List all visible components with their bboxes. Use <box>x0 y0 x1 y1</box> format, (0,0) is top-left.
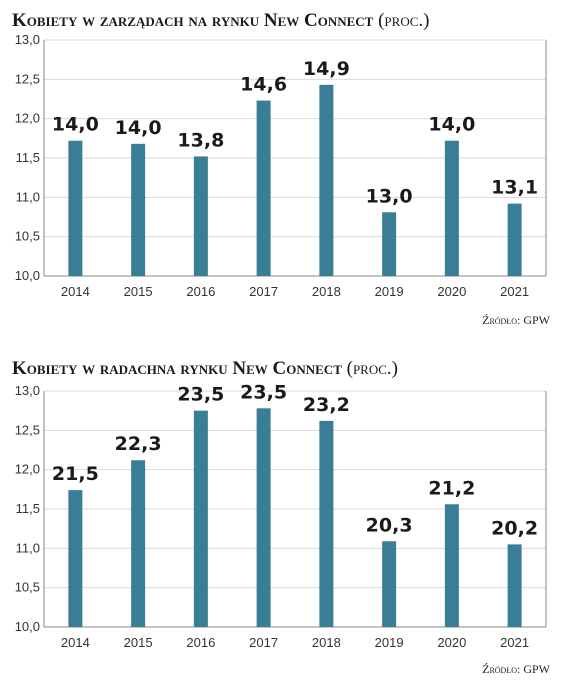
chart-title-unit: (proc.) <box>346 358 398 379</box>
x-tick-label: 2016 <box>186 635 215 650</box>
bar <box>507 544 522 627</box>
data-label: 20,2 <box>491 517 538 539</box>
x-tick-label: 2014 <box>61 635 90 650</box>
data-label: 14,6 <box>240 74 287 96</box>
y-tick-label: 12,0 <box>15 111 40 126</box>
y-tick-label: 10,0 <box>15 619 40 634</box>
x-tick-label: 2015 <box>124 284 153 299</box>
chart-title-text: Kobiety w zarządach na rynku New Connect <box>12 10 374 31</box>
y-tick-label: 11,5 <box>16 150 40 165</box>
bar <box>193 156 208 276</box>
y-tick-label: 13,0 <box>15 32 40 47</box>
y-tick-label: 11,5 <box>16 501 40 516</box>
data-label: 23,5 <box>240 381 287 403</box>
x-tick-label: 2019 <box>375 284 404 299</box>
bar <box>319 84 334 276</box>
data-label: 14,0 <box>115 117 162 139</box>
bar <box>444 504 459 627</box>
chart-title: Kobiety w radachna rynku New Connect (pr… <box>12 358 398 380</box>
x-tick-label: 2020 <box>437 284 466 299</box>
bar <box>382 212 397 276</box>
bar <box>68 490 83 627</box>
y-tick-label: 12,5 <box>15 71 40 86</box>
chart-title-text: Kobiety w radachna rynku New Connect <box>12 358 342 379</box>
chart-title-unit: (proc.) <box>378 10 430 31</box>
data-label: 13,0 <box>366 185 413 207</box>
chart-title: Kobiety w zarządach na rynku New Connect… <box>12 10 429 32</box>
x-tick-label: 2017 <box>249 635 278 650</box>
bar-chart-boards: 13,0 12,5 12,0 11,5 11,0 10,5 10,0 14,0 2014 14,0… <box>15 32 547 299</box>
y-tick-label: 10,0 <box>15 268 40 283</box>
source-note: Źródło: GPW <box>482 313 550 327</box>
y-tick-label: 12,5 <box>15 422 40 437</box>
x-tick-label: 2019 <box>375 635 404 650</box>
bar <box>256 100 271 276</box>
x-tick-label: 2016 <box>186 284 215 299</box>
bar <box>444 140 459 276</box>
data-label: 14,9 <box>303 58 350 80</box>
x-tick-label: 2018 <box>312 635 341 650</box>
data-label: 14,0 <box>428 114 475 136</box>
data-label: 23,2 <box>303 394 350 416</box>
y-tick-label: 12,0 <box>15 462 40 477</box>
bar <box>68 140 83 276</box>
data-label: 14,0 <box>52 114 99 136</box>
bar <box>507 203 522 276</box>
x-tick-label: 2021 <box>500 635 529 650</box>
bar <box>131 143 146 276</box>
source-note: Źródło: GPW <box>482 662 550 676</box>
bar-chart-councils: 13,0 12,5 12,0 11,5 11,0 10,5 10,0 21,5 2014 22,3… <box>15 381 547 650</box>
data-label: 21,5 <box>52 463 99 485</box>
bar <box>193 410 208 627</box>
y-tick-label: 10,5 <box>15 580 40 595</box>
data-label: 13,8 <box>177 129 224 151</box>
x-tick-label: 2017 <box>249 284 278 299</box>
x-tick-label: 2020 <box>437 635 466 650</box>
bar <box>382 541 397 627</box>
bar <box>256 408 271 627</box>
x-tick-label: 2015 <box>124 635 153 650</box>
y-tick-label: 11,0 <box>16 540 40 555</box>
x-tick-label: 2014 <box>61 284 90 299</box>
y-tick-label: 10,5 <box>15 229 40 244</box>
x-tick-label: 2021 <box>500 284 529 299</box>
y-tick-label: 13,0 <box>15 383 40 398</box>
data-label: 22,3 <box>115 433 162 455</box>
bar <box>131 460 146 627</box>
data-label: 13,1 <box>491 177 538 199</box>
data-label: 23,5 <box>177 384 224 406</box>
x-tick-label: 2018 <box>312 284 341 299</box>
y-tick-label: 11,0 <box>16 189 40 204</box>
bar <box>319 420 334 627</box>
data-label: 20,3 <box>366 514 413 536</box>
data-label: 21,2 <box>428 477 475 499</box>
